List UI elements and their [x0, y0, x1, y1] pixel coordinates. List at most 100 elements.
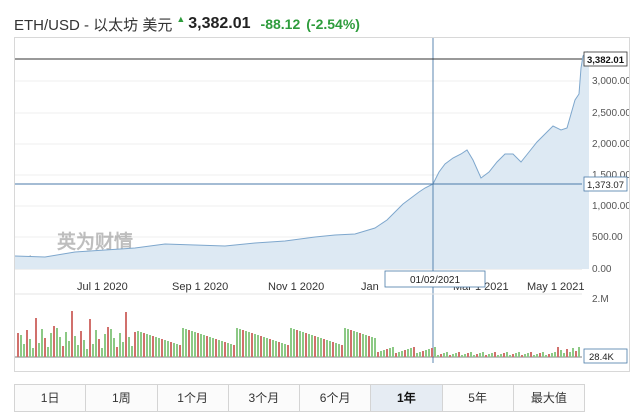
volume-bar — [83, 340, 85, 357]
volume-bar — [536, 354, 538, 357]
volume-bar — [353, 331, 355, 357]
volume-bar — [575, 351, 577, 357]
volume-bar — [515, 353, 517, 357]
volume-bar — [527, 353, 529, 357]
volume-bar — [194, 332, 196, 357]
volume-bar — [146, 334, 148, 357]
volume-bar — [116, 347, 118, 357]
volume-bar — [530, 352, 532, 357]
volume-bar — [422, 351, 424, 357]
volume-bar — [53, 326, 55, 357]
volume-bar — [410, 348, 412, 357]
price-change-percent: (-2.54%) — [306, 16, 360, 32]
price-chart-canvas[interactable]: 英为财情 Investing.com 3,000.00 2,500.00 2,0… — [15, 38, 629, 371]
volume-bar — [335, 343, 337, 357]
volume-bar — [50, 333, 52, 357]
price-change: -88.12 — [260, 16, 301, 32]
tab-6-months[interactable]: 6个月 — [300, 385, 372, 411]
volume-bar — [254, 334, 256, 357]
volume-bar — [494, 352, 496, 357]
volume-bar — [287, 345, 289, 357]
svg-text:28.4K: 28.4K — [589, 352, 614, 363]
volume-bar — [572, 348, 574, 357]
volume-bar — [218, 340, 220, 357]
volume-bar — [407, 349, 409, 357]
trend-up-icon: ▲ — [176, 14, 186, 24]
volume-bar — [188, 330, 190, 357]
volume-bar — [512, 354, 514, 357]
volume-bar — [398, 352, 400, 357]
volume-bar — [161, 339, 163, 357]
x-tick-label: Jul 1 2020 — [77, 281, 128, 293]
volume-bar — [356, 332, 358, 357]
price-chart[interactable]: 英为财情 Investing.com 3,000.00 2,500.00 2,0… — [14, 37, 630, 372]
volume-bar — [224, 342, 226, 357]
volume-bar — [86, 349, 88, 357]
volume-bar — [35, 318, 37, 357]
volume-bar — [443, 353, 445, 357]
tab-3-months[interactable]: 3个月 — [229, 385, 300, 411]
crosshair-date-tag: 01/02/2021 — [384, 270, 486, 288]
volume-bar — [428, 349, 430, 357]
volume-bar — [437, 355, 439, 357]
volume-bar — [113, 338, 115, 357]
price-line — [15, 51, 590, 258]
volume-bar — [278, 342, 280, 357]
volume-bar — [506, 352, 508, 357]
instrument-header: ETH/USD - 以太坊 美元 ▲ 3,382.01 -88.12 (-2.5… — [14, 12, 360, 36]
volume-bar — [200, 334, 202, 357]
volume-bar — [509, 355, 511, 357]
volume-bar — [284, 344, 286, 357]
volume-bar — [185, 329, 187, 357]
volume-bar — [20, 335, 22, 357]
volume-bar — [500, 354, 502, 357]
volume-bar — [239, 329, 241, 357]
volume-bar — [491, 353, 493, 357]
volume-bar — [305, 333, 307, 357]
volume-bar — [431, 348, 433, 357]
tab-1-day[interactable]: 1日 — [15, 385, 87, 411]
volume-bar — [17, 333, 19, 357]
volume-bar — [374, 338, 376, 357]
volume-bar — [134, 332, 136, 357]
tab-max[interactable]: 最大值 — [530, 391, 567, 405]
volume-bar — [524, 354, 526, 357]
volume-bar — [473, 355, 475, 357]
volume-bar — [389, 348, 391, 357]
volume-bar — [263, 337, 265, 357]
volume-bar — [221, 341, 223, 357]
volume-bar — [377, 352, 379, 357]
volume-bar — [311, 335, 313, 357]
volume-bar — [182, 328, 184, 357]
tab-5-years[interactable]: 5年 — [443, 385, 514, 411]
volume-bar — [26, 330, 28, 357]
tab-1-week[interactable]: 1周 — [86, 385, 158, 411]
price-area — [15, 52, 589, 269]
volume-bar — [383, 350, 385, 357]
volume-bar — [170, 342, 172, 357]
volume-bar — [386, 349, 388, 357]
volume-bar — [251, 333, 253, 357]
volume-bar — [149, 335, 151, 357]
volume-bar — [542, 352, 544, 357]
volume-bar — [215, 339, 217, 357]
tab-1-month[interactable]: 1个月 — [158, 385, 229, 411]
volume-bar — [299, 331, 301, 357]
volume-bar — [209, 337, 211, 357]
volume-bar — [392, 347, 394, 357]
volume-bar — [332, 342, 334, 357]
volume-bar — [323, 339, 325, 357]
volume-bar — [143, 333, 145, 357]
volume-bar — [44, 338, 46, 357]
volume-bar — [416, 353, 418, 357]
tab-1-year[interactable]: 1年 — [371, 385, 443, 411]
volume-bar — [245, 331, 247, 357]
volume-bar — [350, 330, 352, 357]
volume-bar — [455, 353, 457, 357]
volume-bar — [47, 347, 49, 357]
volume-bar — [119, 333, 121, 357]
volume-bar — [449, 355, 451, 357]
y-tick-label: 1,000.00 — [592, 201, 629, 212]
x-tick-label: Jan — [361, 281, 379, 293]
crosshair-value-tag: 1,373.07 — [583, 176, 628, 192]
